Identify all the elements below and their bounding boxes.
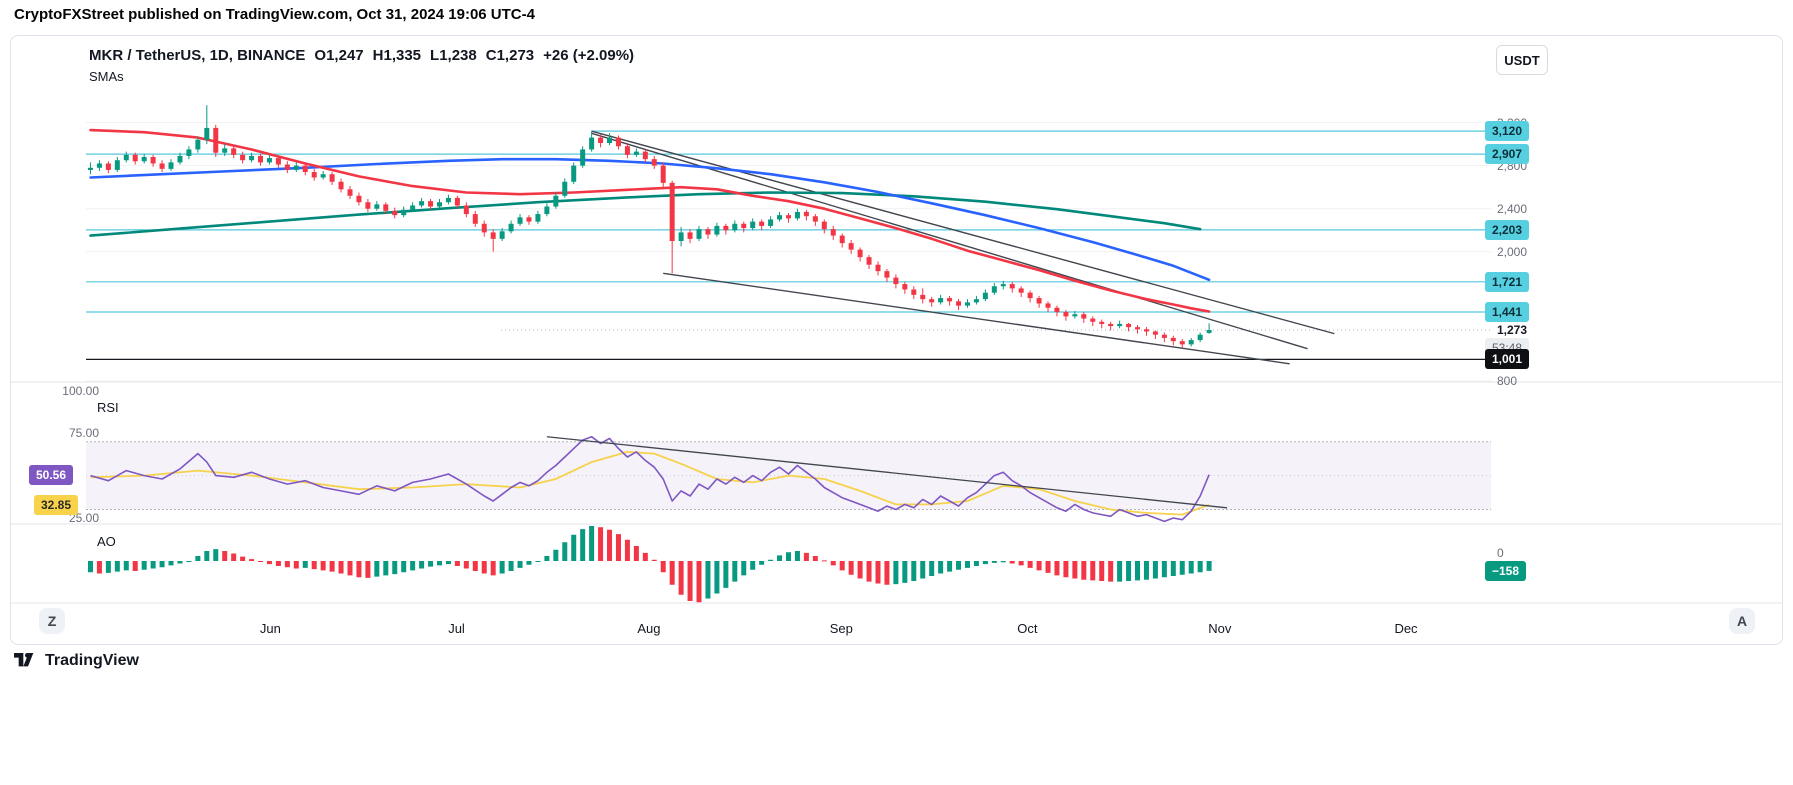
ohlc-open: O1,247 [314, 47, 364, 64]
price-change: +26 (+2.09%) [543, 47, 635, 64]
currency-toggle-button[interactable]: USDT [1496, 45, 1548, 75]
time-axis-label: Oct [1017, 621, 1038, 636]
ohlc-low: L1,238 [430, 47, 477, 64]
ao-histogram [87, 526, 1212, 603]
chart-canvas[interactable]: Jun Jul Aug Sep Oct Nov Dec [11, 36, 1783, 645]
attribution-header: CryptoFXStreet published on TradingView.… [14, 6, 535, 23]
ohlc-close: C1,273 [485, 47, 535, 64]
time-axis-label: Aug [637, 621, 660, 636]
zoom-corner-button[interactable]: Z [39, 608, 65, 634]
chart-card: Jun Jul Aug Sep Oct Nov Dec MKR / TetherUS, 1D… [10, 35, 1783, 645]
tradingview-brand-text: TradingView [45, 652, 139, 669]
symbol-title-row: MKR / TetherUS, 1D, BINANCE O1,247 H1,33… [89, 47, 634, 64]
time-axis[interactable]: Jun Jul Aug Sep Oct Nov Dec [260, 621, 1418, 636]
footer-brand[interactable]: TradingView [14, 651, 139, 671]
time-axis-label: Dec [1394, 621, 1418, 636]
time-axis-label: Jun [260, 621, 281, 636]
autoscale-corner-button[interactable]: A [1729, 608, 1755, 634]
rsi-trendline [546, 436, 1228, 509]
rsi-legend[interactable]: RSI [97, 400, 119, 415]
sma-legend[interactable]: SMAs [89, 69, 124, 84]
time-axis-label: Nov [1208, 621, 1232, 636]
time-axis-label: Jul [448, 621, 465, 636]
price-gridlines [86, 122, 1491, 382]
sma-red-line [89, 128, 1211, 313]
rsi-line [90, 435, 1210, 523]
sma-green-line [89, 191, 1202, 237]
tradingview-logo-icon [14, 651, 38, 671]
ao-legend[interactable]: AO [97, 534, 116, 549]
candles-layer [87, 105, 1212, 348]
time-axis-label: Sep [830, 621, 853, 636]
symbol-title[interactable]: MKR / TetherUS, 1D, BINANCE [89, 47, 306, 64]
trendlines [591, 130, 1335, 365]
ohlc-high: H1,335 [372, 47, 422, 64]
sma-blue-line [89, 157, 1211, 282]
